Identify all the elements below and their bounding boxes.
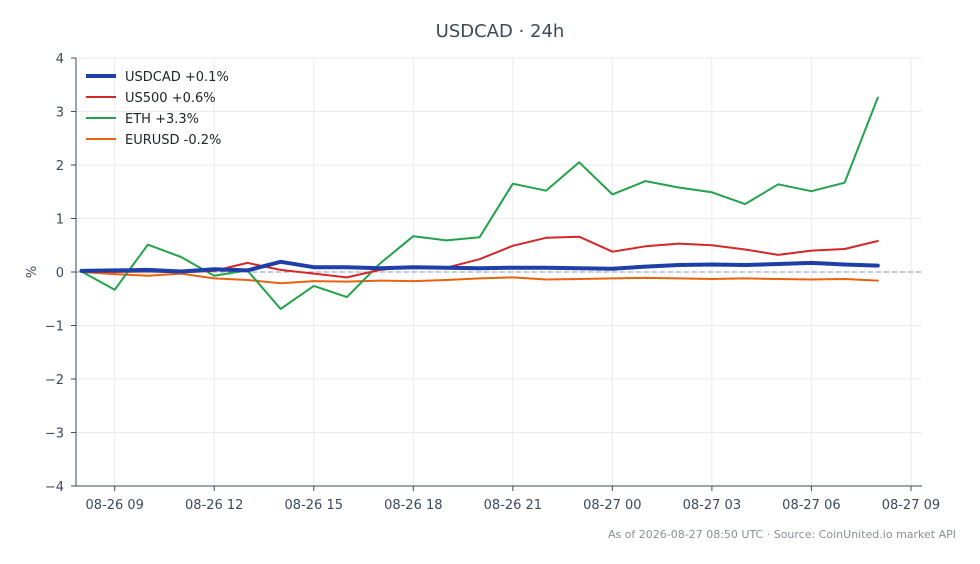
- legend-label-us500: US500 +0.6%: [125, 91, 216, 106]
- x-tick-label-8: 08-27 09: [882, 498, 940, 513]
- y-axis-ticks: 4 3 2 1 0 −1 −2 −3 −4: [45, 52, 76, 495]
- legend-label-eurusd: EURUSD -0.2%: [125, 133, 221, 148]
- x-tick-label-5: 08-27 00: [583, 498, 641, 513]
- legend: USDCAD +0.1% US500 +0.6% ETH +3.3% EURUSD -…: [86, 70, 229, 148]
- y-tick-label-3: 1: [56, 213, 64, 228]
- y-tick-label-4: 0: [56, 266, 64, 281]
- y-tick-label-7: −3: [45, 427, 64, 442]
- y-tick-label-1: 3: [56, 106, 64, 121]
- y-tick-label-0: 4: [56, 52, 64, 67]
- x-tick-label-3: 08-26 18: [384, 498, 442, 513]
- x-tick-label-0: 08-26 09: [85, 498, 143, 513]
- chart-title: USDCAD · 24h: [436, 21, 565, 42]
- x-tick-label-1: 08-26 12: [185, 498, 243, 513]
- legend-label-usdcad: USDCAD +0.1%: [125, 70, 229, 85]
- x-tick-label-2: 08-26 15: [285, 498, 343, 513]
- y-tick-label-8: −4: [45, 480, 64, 495]
- y-tick-label-6: −2: [45, 373, 64, 388]
- series-lines: [79, 96, 880, 310]
- x-tick-label-7: 08-27 06: [782, 498, 840, 513]
- legend-label-eth: ETH +3.3%: [125, 112, 199, 127]
- x-tick-label-4: 08-26 21: [484, 498, 542, 513]
- series-line-usdcad: [79, 259, 880, 274]
- series-line-eurusd: [80, 271, 879, 285]
- y-axis-label: %: [25, 266, 40, 278]
- x-axis-ticks: 08-26 09 08-26 12 08-26 15 08-26 18 08-26 21…: [85, 486, 940, 513]
- series-line-eth: [80, 96, 879, 310]
- y-tick-label-2: 2: [56, 159, 64, 174]
- chart-footer-source: As of 2026-08-27 08:50 UTC · Source: Coi…: [608, 528, 956, 541]
- y-tick-label-5: −1: [45, 320, 64, 335]
- x-tick-label-6: 08-27 03: [683, 498, 741, 513]
